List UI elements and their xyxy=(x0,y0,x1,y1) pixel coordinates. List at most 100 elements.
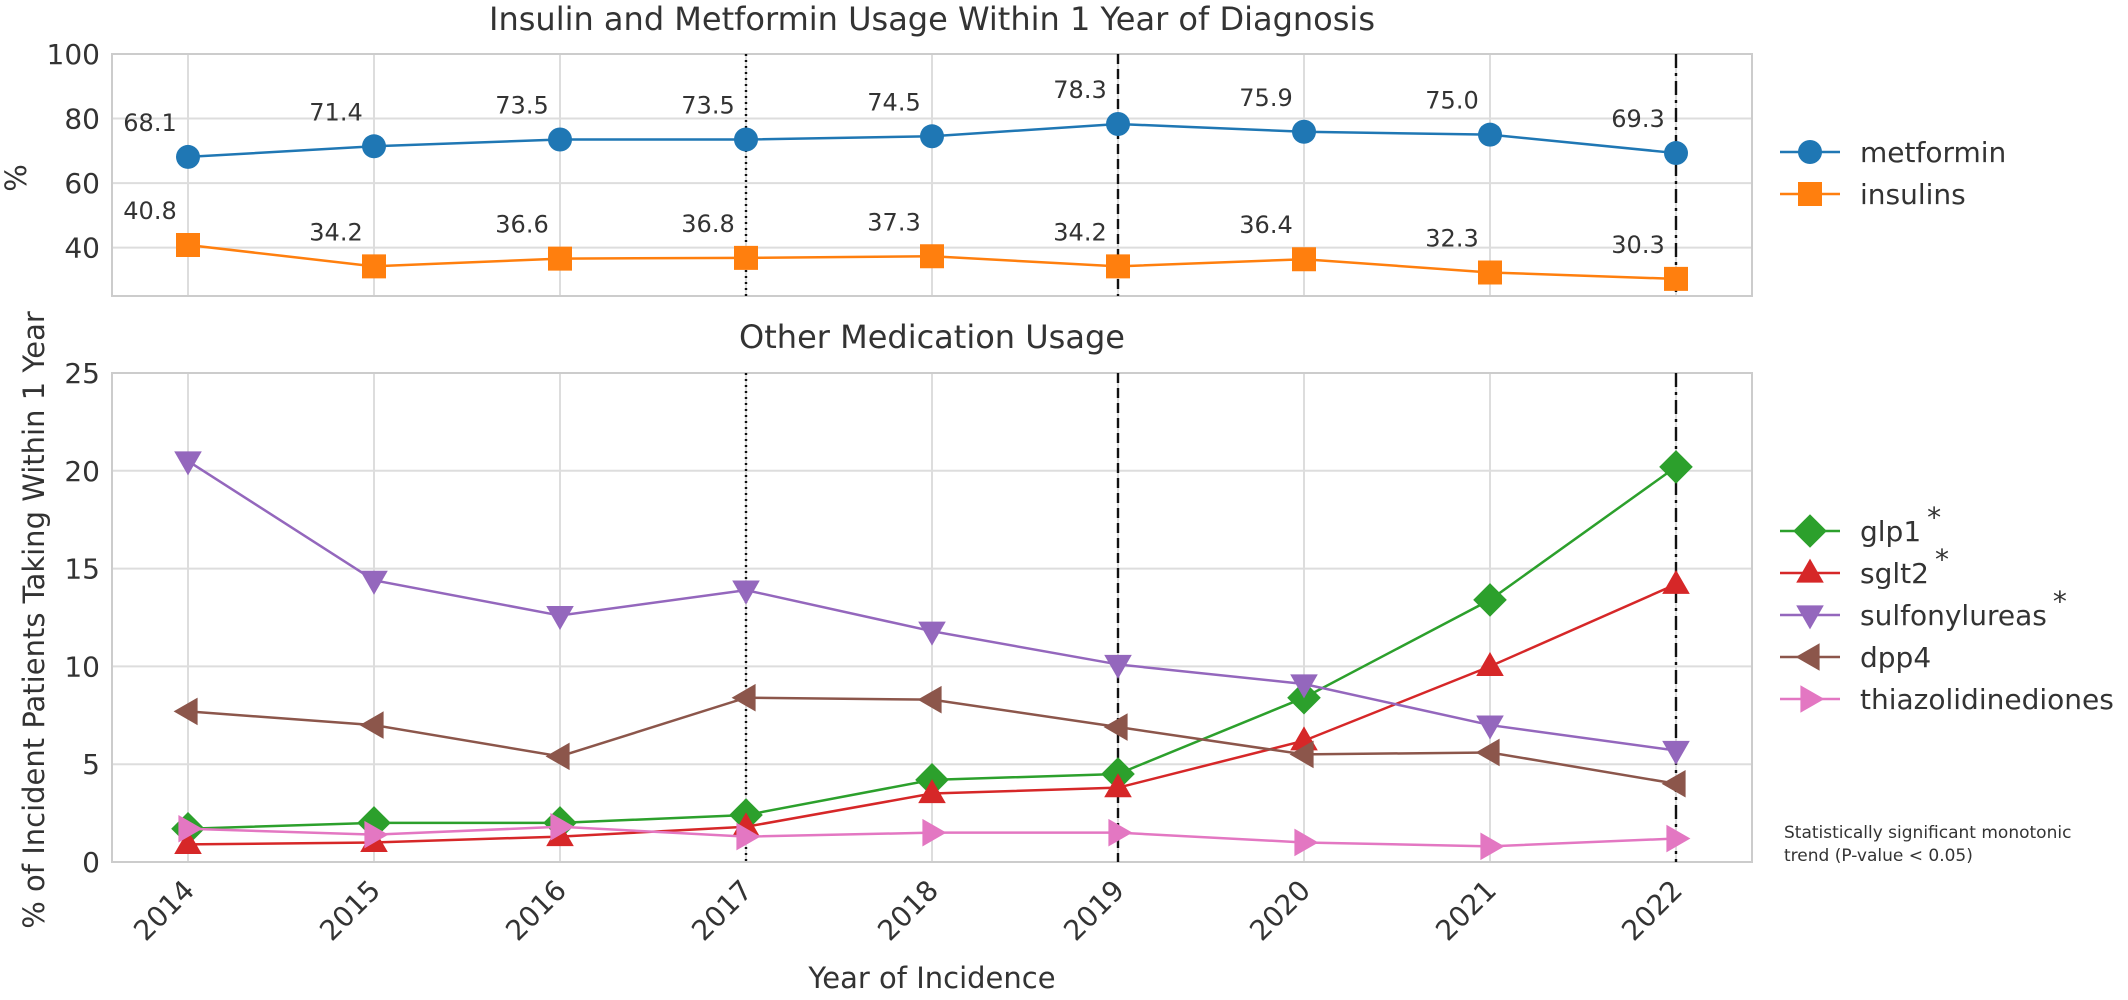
footnote-line-2: trend (P-value < 0.05) xyxy=(1784,846,1973,866)
top-legend: metformin insulins xyxy=(1780,136,2006,211)
data-label-metformin: 68.1 xyxy=(123,109,176,137)
data-point-thiazolidinediones xyxy=(1666,824,1691,853)
legend-significance-glp1: * xyxy=(1927,501,1941,534)
bottom-plot-area: 0 5 10 15 20 25 2014 2015 2016 2017 2018 2019 2020 20… xyxy=(64,357,1753,948)
data-label-metformin: 75.0 xyxy=(1425,87,1478,115)
data-point-insulins xyxy=(1478,260,1502,285)
data-label-insulins: 36.4 xyxy=(1239,211,1292,239)
data-point-sulfonylureas xyxy=(1104,654,1132,679)
legend-marker-insulins xyxy=(1798,182,1822,206)
top-plot-area: 40 60 80 100 68.1 71.4 73.5 73.5 74.5 78.3 75.9 75.… xyxy=(47,38,1753,297)
x-axis-label: Year of Incidence xyxy=(807,961,1055,995)
footnote-line-1: Statistically significant monotonic xyxy=(1784,823,2071,843)
data-point-sulfonylureas xyxy=(1476,715,1504,740)
y-tick-label: 100 xyxy=(47,38,100,71)
legend-marker-sglt2 xyxy=(1796,558,1824,583)
data-point-metformin xyxy=(920,124,944,149)
data-label-metformin: 74.5 xyxy=(867,88,920,116)
data-point-sulfonylureas xyxy=(732,580,760,605)
data-point-thiazolidinediones xyxy=(922,818,947,847)
data-label-metformin: 69.3 xyxy=(1611,105,1664,133)
data-point-insulins xyxy=(176,233,200,258)
data-point-insulins xyxy=(548,246,572,271)
data-point-sglt2 xyxy=(174,829,202,854)
legend-marker-sulfonylureas xyxy=(1796,605,1824,630)
data-point-metformin xyxy=(548,127,572,152)
data-point-sglt2 xyxy=(1662,569,1690,594)
data-point-thiazolidinediones xyxy=(178,814,203,843)
data-point-dpp4 xyxy=(1103,713,1128,741)
data-point-insulins xyxy=(362,254,386,279)
y-tick-label: 25 xyxy=(64,357,100,390)
bottom-chart-title: Other Medication Usage xyxy=(739,318,1125,356)
legend-significance-sulfonylureas: * xyxy=(2053,585,2067,618)
data-point-thiazolidinediones xyxy=(1294,828,1319,857)
data-label-insulins: 30.3 xyxy=(1611,231,1664,259)
plot-frame xyxy=(111,372,1753,863)
y-tick-label: 80 xyxy=(64,103,100,136)
data-point-thiazolidinediones xyxy=(736,822,761,851)
bottom-legend: glp1 *sglt2 *sulfonylureas *dpp4thiazolidin… xyxy=(1780,501,2114,716)
data-point-dpp4 xyxy=(173,697,198,726)
y-tick-label: 60 xyxy=(64,167,100,200)
y-tick-label: 0 xyxy=(82,846,100,879)
data-point-sulfonylureas xyxy=(1662,740,1690,765)
data-point-sulfonylureas xyxy=(360,570,388,595)
data-point-metformin xyxy=(1292,119,1316,144)
legend-label-sglt2: sglt2 xyxy=(1860,557,1929,590)
data-point-metformin xyxy=(734,127,758,152)
data-point-metformin xyxy=(1106,112,1130,137)
top-panel: Insulin and Metformin Usage Within 1 Yea… xyxy=(0,0,2006,297)
data-label-insulins: 32.3 xyxy=(1425,224,1478,252)
data-label-insulins: 40.8 xyxy=(123,197,176,225)
data-point-thiazolidinediones xyxy=(550,812,575,841)
data-point-dpp4 xyxy=(545,742,570,771)
y-tick-label: 20 xyxy=(64,455,100,488)
x-tick-label: 2014 xyxy=(127,874,201,948)
data-point-dpp4 xyxy=(731,683,756,712)
x-tick-label: 2020 xyxy=(1243,874,1317,948)
legend-marker-thiazolidinediones xyxy=(1800,685,1825,713)
data-point-insulins xyxy=(1292,247,1316,272)
data-point-dpp4 xyxy=(359,711,384,739)
legend-label-insulins: insulins xyxy=(1860,178,1966,211)
x-tick-label: 2022 xyxy=(1615,874,1689,948)
data-point-thiazolidinediones xyxy=(364,820,389,849)
data-point-insulins xyxy=(734,245,758,270)
data-point-glp1 xyxy=(1659,450,1693,484)
data-point-sglt2 xyxy=(1104,773,1132,798)
plot-frame xyxy=(111,53,1753,297)
data-label-insulins: 34.2 xyxy=(309,218,362,246)
data-point-sulfonylureas xyxy=(918,621,946,646)
data-label-metformin: 75.9 xyxy=(1239,84,1292,112)
legend-significance-sglt2: * xyxy=(1935,543,1949,576)
x-tick-label: 2019 xyxy=(1057,874,1131,948)
data-point-insulins xyxy=(1664,266,1688,291)
data-point-insulins xyxy=(1106,254,1130,279)
data-label-insulins: 34.2 xyxy=(1053,218,1106,246)
x-tick-label: 2015 xyxy=(313,874,387,948)
bottom-panel: Other Medication Usage % of Incident Pat… xyxy=(17,311,2114,995)
x-tick-label: 2016 xyxy=(499,874,573,948)
data-label-insulins: 37.3 xyxy=(867,208,920,236)
data-point-metformin xyxy=(362,134,386,159)
legend-marker-glp1 xyxy=(1793,514,1827,548)
x-tick-label: 2021 xyxy=(1429,874,1503,948)
data-point-sulfonylureas xyxy=(546,605,574,630)
data-point-metformin xyxy=(1478,122,1502,147)
data-label-metformin: 78.3 xyxy=(1053,76,1106,104)
data-point-glp1 xyxy=(357,806,391,840)
data-point-metformin xyxy=(176,144,200,169)
data-point-metformin xyxy=(1664,141,1688,166)
top-y-axis-label: % xyxy=(0,164,33,192)
y-tick-label: 15 xyxy=(64,553,100,586)
y-tick-label: 10 xyxy=(64,650,100,683)
x-tick-label: 2018 xyxy=(871,874,945,948)
x-tick-label: 2017 xyxy=(685,874,759,948)
data-label-metformin: 73.5 xyxy=(495,92,548,120)
y-tick-label: 40 xyxy=(64,232,100,265)
data-label-metformin: 73.5 xyxy=(681,92,734,120)
data-label-insulins: 36.8 xyxy=(681,210,734,238)
data-point-dpp4 xyxy=(1289,740,1314,769)
data-point-thiazolidinediones xyxy=(1480,832,1505,861)
